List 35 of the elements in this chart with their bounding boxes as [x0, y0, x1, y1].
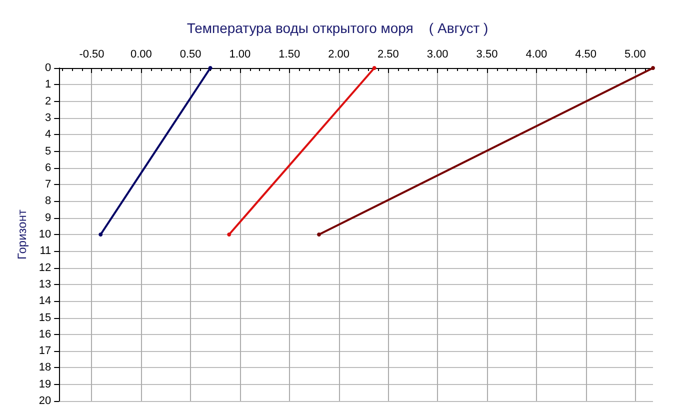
x-tick-label: 4.00 — [526, 48, 548, 60]
y-tick-label: 10 — [38, 228, 52, 240]
y-tick-label: 3 — [45, 112, 52, 124]
x-tick-label: 2.00 — [328, 48, 350, 60]
y-tick-label: 2 — [45, 95, 52, 108]
x-tick-label: 1.50 — [278, 48, 300, 60]
x-tick-label: 3.50 — [476, 48, 498, 60]
y-tick-label: 18 — [38, 362, 52, 374]
x-tick-label: 3.00 — [426, 48, 448, 60]
x-tick-label: 1.00 — [229, 48, 251, 60]
y-tick-label: 14 — [38, 295, 52, 308]
y-tick-label: 11 — [40, 245, 52, 258]
y-tick-label: 16 — [38, 328, 52, 340]
y-axis-title: Горизонт — [15, 209, 29, 260]
y-tick-label: 13 — [38, 278, 52, 290]
y-tick-label: 0 — [45, 62, 52, 74]
x-tick-label: 4.50 — [575, 48, 597, 60]
y-tick-label: 5 — [45, 145, 52, 158]
y-tick-label: 12 — [38, 262, 52, 274]
x-tick-label: 2.50 — [377, 48, 399, 60]
x-tick-label: 0.50 — [180, 48, 202, 60]
chart-title: Температура воды открытого моря ( Август ) — [186, 20, 488, 36]
y-tick-label: 19 — [38, 378, 52, 390]
y-tick-label: 20 — [38, 395, 52, 407]
y-tick-label: 6 — [45, 162, 52, 174]
y-tick-label: 17 — [38, 345, 52, 358]
x-tick-label: 0.00 — [130, 48, 152, 60]
x-tick-label: -0.50 — [79, 48, 104, 60]
y-tick-label: 9 — [45, 212, 52, 224]
y-tick-label: 4 — [45, 128, 52, 141]
y-tick-label: 8 — [45, 195, 52, 208]
y-tick-label: 15 — [38, 312, 52, 324]
x-tick-label: 5.00 — [624, 48, 646, 60]
y-tick-label: 1 — [45, 78, 52, 91]
y-tick-label: 7 — [45, 178, 52, 191]
